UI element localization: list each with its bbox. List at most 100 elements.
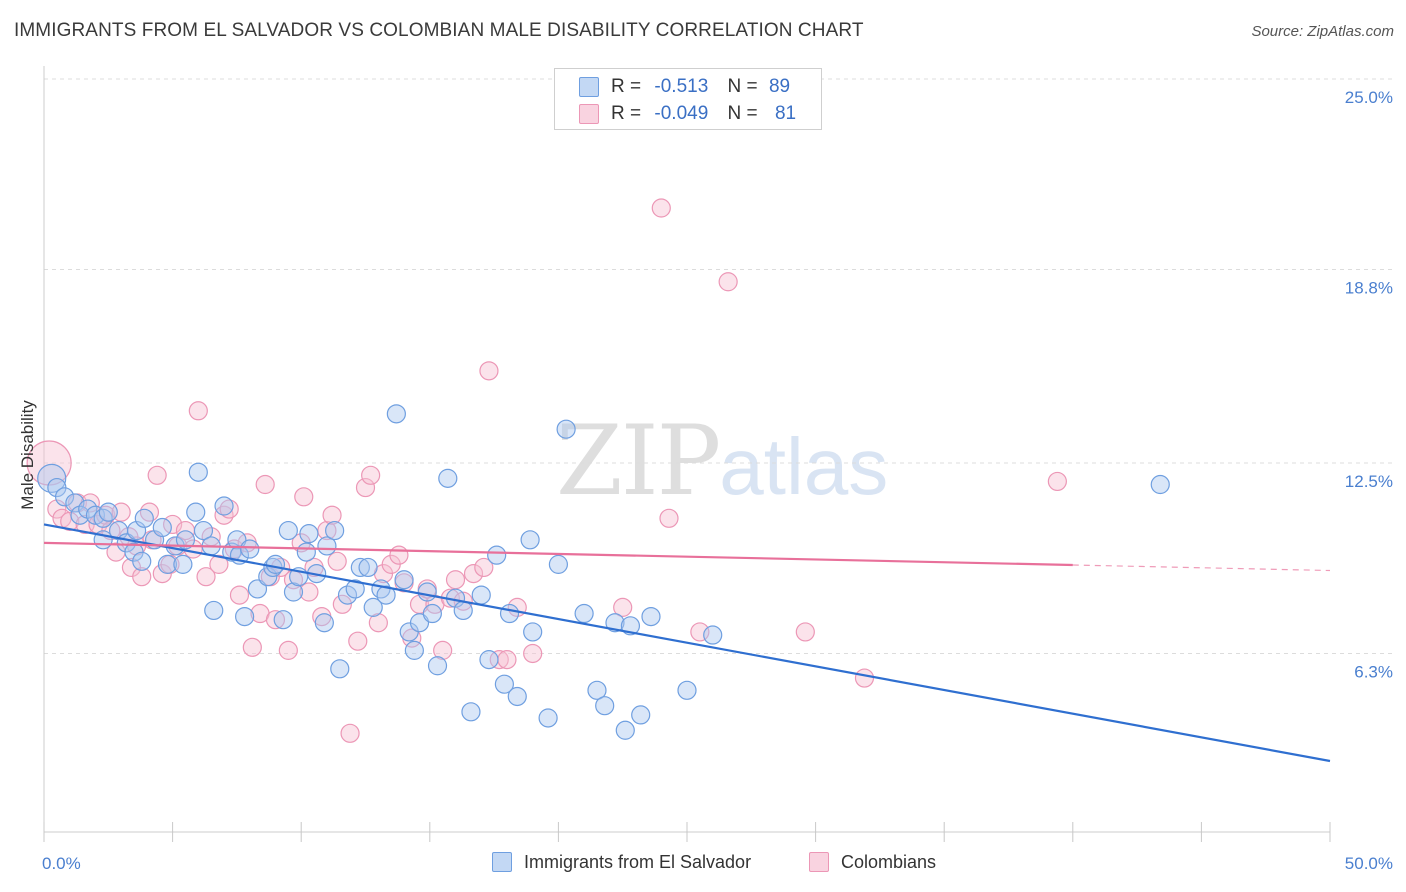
data-point <box>613 597 633 617</box>
data-point <box>587 680 607 700</box>
data-point <box>445 570 466 590</box>
legend-r-label: R = <box>611 103 642 124</box>
data-point <box>404 640 424 660</box>
data-point <box>427 656 448 676</box>
grid-lines <box>44 78 1392 654</box>
bottom-legend-swatch-pink <box>809 852 829 872</box>
axes <box>43 66 1331 842</box>
data-point <box>345 579 365 599</box>
data-point <box>188 462 208 482</box>
y-tick-label: 6.3% <box>1354 662 1393 681</box>
bottom-legend-el-salvador: Immigrants from El Salvador <box>492 852 751 873</box>
data-point <box>523 643 543 664</box>
bottom-legend-swatch-blue <box>492 852 512 872</box>
legend-n-value: 81 <box>774 103 797 124</box>
data-point <box>173 554 193 574</box>
data-point <box>152 517 172 538</box>
data-point <box>157 554 178 574</box>
data-point <box>299 524 319 544</box>
data-point <box>417 582 437 602</box>
data-point <box>188 401 208 421</box>
data-point <box>273 610 293 630</box>
data-point <box>355 477 376 498</box>
data-point <box>229 585 250 605</box>
data-point <box>37 463 67 493</box>
data-point <box>134 508 154 528</box>
legend-swatch-blue <box>579 77 599 97</box>
data-point <box>358 557 378 578</box>
data-point <box>317 536 337 556</box>
data-point <box>47 499 67 519</box>
data-point <box>70 505 90 525</box>
x-tick-label-min: 0.0% <box>42 854 81 873</box>
data-point <box>235 606 255 627</box>
bottom-legend-label: Colombians <box>841 852 937 872</box>
data-point <box>147 465 167 485</box>
data-point <box>620 616 641 636</box>
data-point <box>463 563 484 584</box>
data-point <box>361 465 381 485</box>
trend-line <box>43 541 1073 567</box>
data-point <box>258 567 278 587</box>
data-point <box>718 272 738 292</box>
data-point <box>193 520 214 541</box>
trend-line-extension <box>1072 564 1331 572</box>
legend-n-label: N = <box>727 76 758 97</box>
source-credit: Source: ZipAtlas.com <box>1251 23 1394 40</box>
data-point <box>368 613 388 633</box>
data-point <box>240 539 260 559</box>
data-point <box>422 603 442 624</box>
data-point <box>703 625 723 645</box>
data-point <box>438 468 458 488</box>
data-point <box>487 545 507 565</box>
data-point <box>332 594 352 614</box>
data-point <box>327 551 347 571</box>
data-point <box>376 585 396 605</box>
data-point <box>479 361 499 381</box>
data-point <box>474 557 494 578</box>
data-point <box>132 551 152 571</box>
data-point <box>595 696 615 716</box>
data-point <box>499 603 520 624</box>
data-point <box>394 570 414 590</box>
data-point <box>175 530 196 550</box>
watermark-atlas: atlas <box>719 422 889 511</box>
data-point <box>242 637 262 657</box>
data-point <box>489 650 509 670</box>
data-point <box>461 702 481 722</box>
data-point <box>96 505 116 525</box>
data-point <box>433 640 453 660</box>
data-point <box>795 622 815 642</box>
data-point <box>204 600 224 621</box>
data-point <box>60 511 80 531</box>
data-point <box>325 520 345 541</box>
data-point <box>98 502 118 522</box>
data-point <box>93 508 113 528</box>
trend-lines <box>43 523 1331 763</box>
data-point <box>350 557 370 578</box>
data-point <box>479 650 499 670</box>
bottom-legend-colombians: Colombians <box>809 852 936 873</box>
data-point <box>209 554 229 574</box>
data-point <box>538 708 558 728</box>
colombians-points <box>26 198 1067 743</box>
data-point <box>126 520 147 541</box>
trend-line <box>43 523 1331 763</box>
data-point <box>54 487 75 507</box>
legend-r-value: -0.513 <box>654 76 709 97</box>
data-point <box>520 530 540 550</box>
bottom-legend-label: Immigrants from El Salvador <box>524 852 752 872</box>
el-salvador-points <box>37 404 1170 740</box>
y-tick-label: 12.5% <box>1345 472 1393 491</box>
data-point <box>186 502 206 522</box>
data-point <box>1150 474 1170 495</box>
legend-r-label: R = <box>611 76 642 97</box>
data-point <box>255 474 275 495</box>
data-point <box>1047 471 1067 492</box>
data-point <box>330 659 350 679</box>
data-point <box>139 502 160 522</box>
data-point <box>132 567 152 587</box>
y-axis-label: Male Disability <box>18 400 37 510</box>
data-point <box>340 723 360 743</box>
data-point <box>574 603 594 624</box>
